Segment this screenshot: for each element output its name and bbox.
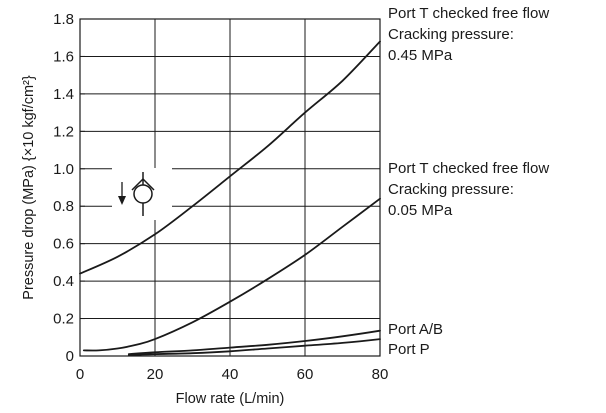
series-line-2 bbox=[127, 329, 381, 355]
series-label-line: Port A/B bbox=[388, 321, 443, 338]
y-tick-label: 1.8 bbox=[53, 11, 74, 28]
valve-seat-icon bbox=[131, 177, 155, 191]
y-tick-label: 1.4 bbox=[53, 86, 74, 103]
series-label-line: 0.05 MPa bbox=[388, 202, 453, 219]
series-label-2: Port A/B bbox=[388, 321, 443, 338]
series-label-line: Port P bbox=[388, 341, 430, 358]
series-label-line: Cracking pressure: bbox=[388, 26, 514, 43]
y-axis-ticks: 0 0.2 0.4 0.6 0.8 1.0 1.2 1.4 1.6 1.8 bbox=[53, 11, 85, 365]
y-tick-label: 0.6 bbox=[53, 236, 74, 253]
y-tick-label: 0.4 bbox=[53, 273, 74, 290]
x-tick-label: 80 bbox=[372, 366, 389, 383]
series-label-1: Port T checked free flow Cracking pressur… bbox=[388, 160, 549, 219]
x-tick-label: 40 bbox=[222, 366, 239, 383]
series-line-3 bbox=[127, 338, 381, 356]
y-tick-label: 1.0 bbox=[53, 161, 74, 178]
x-axis-ticks: 0 20 40 60 80 bbox=[76, 351, 389, 383]
x-tick-label: 0 bbox=[76, 366, 84, 383]
y-tick-label: 0.8 bbox=[53, 198, 74, 215]
series-label-0: Port T checked free flow Cracking pressur… bbox=[388, 5, 549, 64]
series-label-3: Port P bbox=[388, 341, 430, 358]
series-labels: Port T checked free flow Cracking pressur… bbox=[388, 5, 549, 358]
series-label-line: Cracking pressure: bbox=[388, 181, 514, 198]
x-tick-label: 20 bbox=[147, 366, 164, 383]
series-line-0 bbox=[79, 40, 381, 275]
flow-arrow-icon bbox=[118, 196, 126, 205]
y-axis-title: Pressure drop (MPa) {×10 kgf/cm²} bbox=[21, 75, 37, 300]
series-label-line: Port T checked free flow bbox=[388, 160, 549, 177]
symbol-background bbox=[112, 168, 172, 220]
y-tick-label: 0.2 bbox=[53, 311, 74, 328]
series-label-line: Port T checked free flow bbox=[388, 5, 549, 22]
y-tick-label: 1.2 bbox=[53, 123, 74, 140]
y-tick-label: 1.6 bbox=[53, 48, 74, 65]
x-axis-title: Flow rate (L/min) bbox=[176, 391, 285, 407]
x-tick-label: 60 bbox=[297, 366, 314, 383]
y-tick-label: 0 bbox=[66, 348, 74, 365]
series-line-1 bbox=[82, 197, 381, 352]
series-label-line: 0.45 MPa bbox=[388, 47, 453, 64]
check-valve-symbol bbox=[112, 168, 172, 220]
series-lines bbox=[79, 40, 381, 356]
